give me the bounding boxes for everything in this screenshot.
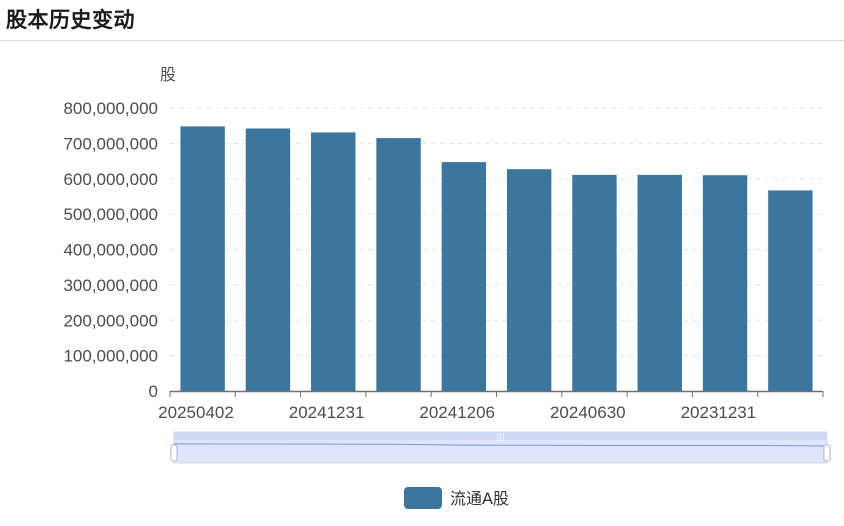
y-tick-label: 500,000,000 [63,205,158,224]
bar[interactable] [441,162,487,391]
x-tick-label: 20250402 [158,403,234,422]
bar[interactable] [572,174,617,391]
bar[interactable] [376,138,421,391]
page-title: 股本历史变动 [6,8,135,32]
bar[interactable] [702,175,748,391]
legend-label[interactable]: 流通A股 [450,489,509,508]
bar-series[interactable] [180,126,813,392]
x-tick-label: 20231231 [681,403,757,422]
y-tick-label: 400,000,000 [63,241,158,260]
legend[interactable]: 流通A股 [404,487,509,509]
bar[interactable] [506,169,552,391]
y-axis-unit-label: 股 [160,65,176,84]
y-tick-label: 0 [149,382,158,401]
zoom-grip-icon[interactable]: ||| [496,432,504,441]
y-tick-label: 600,000,000 [63,170,158,189]
y-tick-label: 100,000,000 [63,347,158,366]
legend-swatch[interactable] [404,487,442,509]
y-tick-label: 200,000,000 [63,311,158,330]
zoom-top-bar[interactable] [174,432,827,440]
zoom-handle-left[interactable] [170,444,178,462]
bar[interactable] [180,126,225,392]
bar[interactable] [768,190,813,391]
header: 股本历史变动 [0,0,844,41]
bar[interactable] [311,132,356,391]
y-tick-label: 800,000,000 [63,99,158,118]
zoom-handle-right[interactable] [823,444,831,462]
y-tick-label: 700,000,000 [63,134,158,153]
zoom-preview-line [173,443,828,447]
bar[interactable] [637,174,682,391]
axes: 0 100,000,000 200,000,000 300,000,000 400,00… [63,99,824,422]
bar[interactable] [245,128,291,391]
data-zoom-slider[interactable]: ||| [170,431,831,464]
x-tick-label: 20241206 [419,403,495,422]
y-tick-label: 300,000,000 [63,276,158,295]
x-tick-label: 20240630 [550,403,626,422]
x-tick-label: 20241231 [289,403,365,422]
